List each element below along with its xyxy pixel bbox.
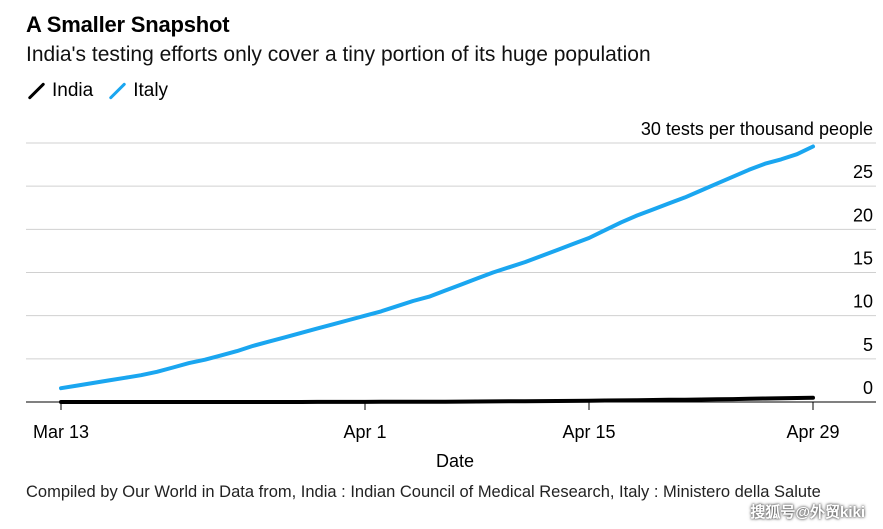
x-tick-label-1: Apr 1: [343, 422, 386, 442]
x-axis: Mar 13 Apr 1 Apr 15 Apr 29: [26, 401, 876, 442]
y-tick-label-0: 0: [863, 378, 873, 398]
legend-label-italy: Italy: [133, 80, 169, 101]
chart-subtitle: India's testing efforts only cover a tin…: [26, 43, 651, 66]
y-tick-label-10: 10: [853, 292, 873, 312]
legend: India Italy: [26, 79, 182, 103]
y-tick-label-20: 20: [853, 205, 873, 225]
x-tick-label-2: Apr 15: [562, 422, 615, 442]
series-lines: [59, 144, 815, 404]
chart-title: A Smaller Snapshot: [26, 12, 230, 37]
x-tick-label-3: Apr 29: [786, 422, 839, 442]
series-line-italy: [59, 144, 815, 391]
series-line-india: [59, 395, 815, 404]
watermark: 搜狐号@外贸kiki: [750, 504, 865, 521]
legend-label-india: India: [52, 80, 94, 101]
legend-item-india: India: [26, 80, 93, 102]
y-tick-label-15: 15: [853, 249, 873, 269]
y-tick-label-30: 30 tests per thousand people: [641, 119, 873, 139]
gridlines: [26, 142, 876, 403]
source-note: Compiled by Our World in Data from, Indi…: [26, 483, 821, 501]
x-tick-label-0: Mar 13: [33, 422, 89, 442]
y-axis-ticks: 0 5 10 15 20 25 30 tests per thousand people: [641, 119, 873, 398]
y-tick-label-25: 25: [853, 162, 873, 182]
x-axis-label: Date: [436, 451, 474, 471]
y-tick-label-5: 5: [863, 335, 873, 355]
legend-item-italy: Italy: [107, 80, 168, 102]
line-chart: 0 5 10 15 20 25 30 tests per thousand people M…: [26, 119, 876, 471]
